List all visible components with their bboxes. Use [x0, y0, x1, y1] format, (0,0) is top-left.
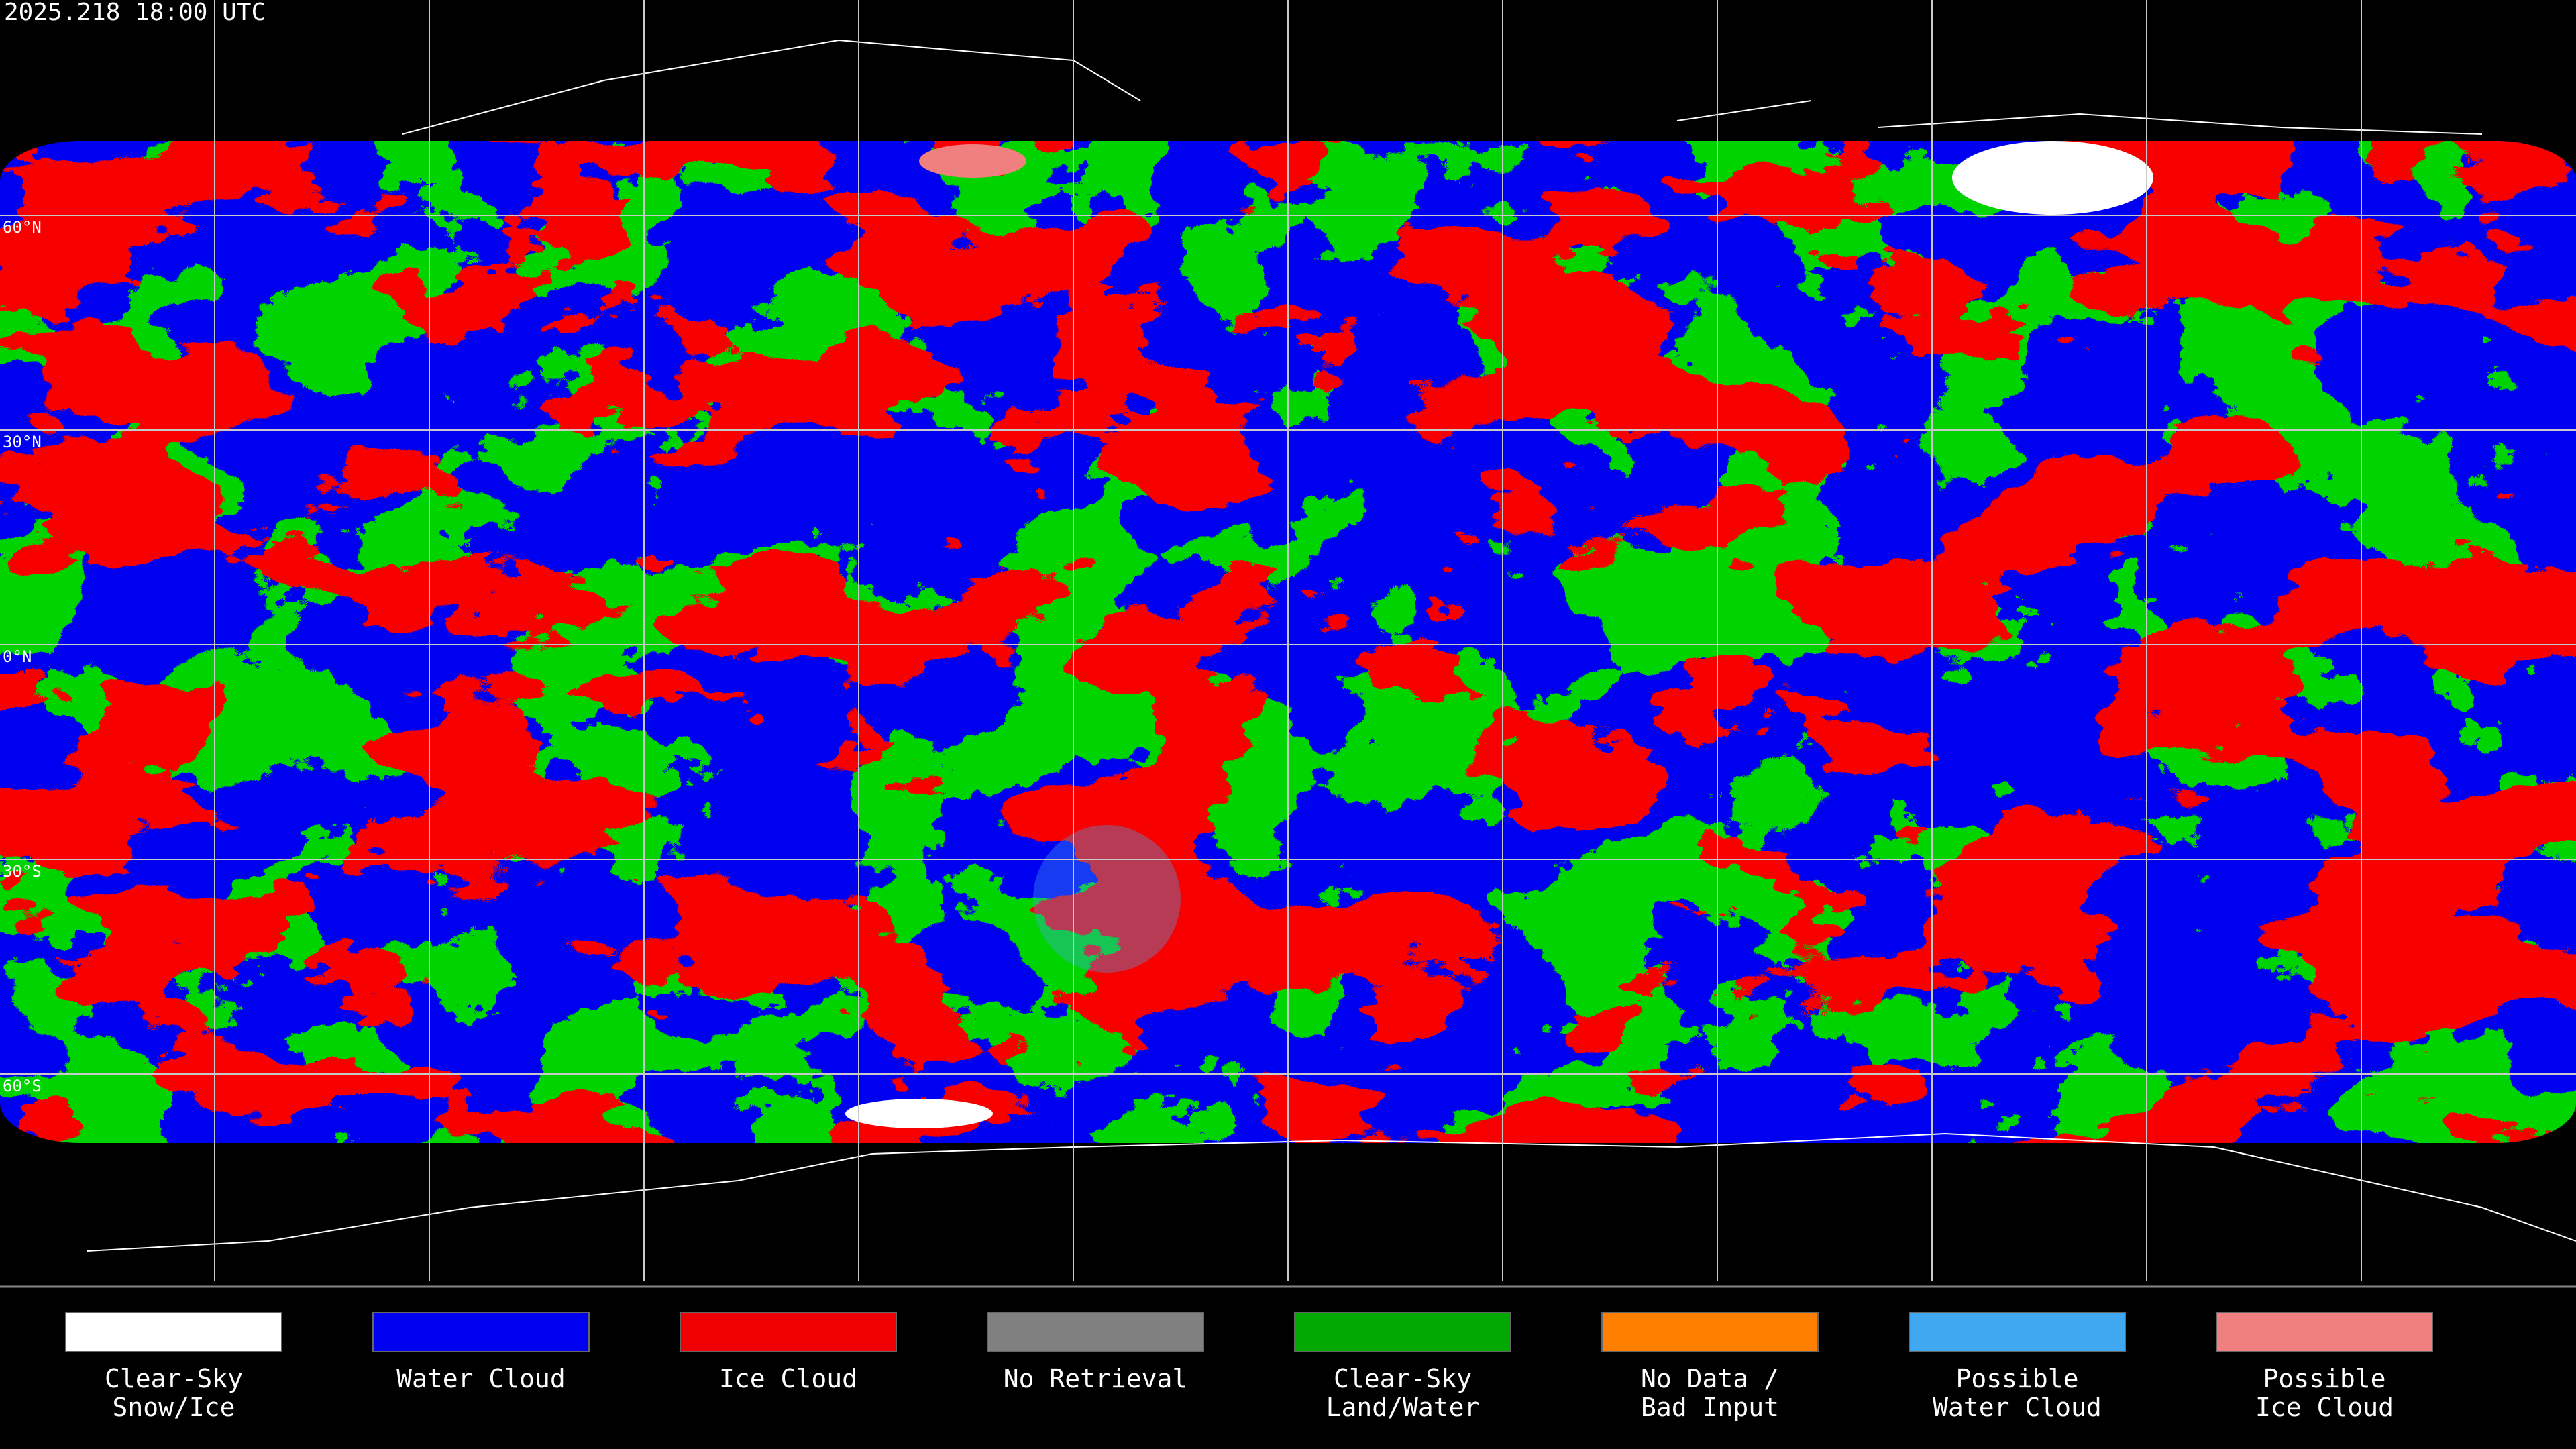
legend-swatch	[1909, 1312, 2126, 1352]
legend-label: Ice Cloud	[2255, 1393, 2394, 1422]
legend-label: Clear-Sky	[105, 1364, 243, 1393]
snow-area	[1952, 141, 2153, 215]
legend-label: Bad Input	[1641, 1393, 1779, 1422]
latitude-label: 0°N	[3, 647, 32, 666]
latitude-label: 30°S	[3, 862, 42, 881]
legend-swatch	[65, 1312, 282, 1352]
coastline	[87, 1132, 2576, 1252]
legend-label: Ice Cloud	[719, 1364, 857, 1393]
legend-label: Water Cloud	[396, 1364, 566, 1393]
legend-swatch	[1294, 1312, 1511, 1352]
legend-label: Clear-Sky	[1334, 1364, 1472, 1393]
legend-swatch	[987, 1312, 1204, 1352]
legend-label: Land/Water	[1326, 1393, 1480, 1422]
legend-label: Water Cloud	[1933, 1393, 2102, 1422]
snow-area	[845, 1099, 993, 1128]
legend-swatch	[372, 1312, 590, 1352]
legend-label: Possible	[1955, 1364, 2078, 1393]
latitude-label: 30°N	[3, 433, 42, 451]
legend-swatch	[2216, 1312, 2433, 1352]
timestamp: 2025.218 18:00 UTC	[4, 0, 266, 26]
legend-label: Snow/Ice	[112, 1393, 235, 1422]
coastline	[402, 39, 2483, 135]
legend-swatch	[1601, 1312, 1819, 1352]
possible-water-area	[1033, 825, 1181, 973]
possible-ice-area	[919, 144, 1026, 178]
latitude-label: 60°S	[3, 1077, 42, 1095]
graticule: 60°N 30°N 0°N 30°S 60°S	[0, 0, 2576, 1281]
legend-label: Possible	[2263, 1364, 2385, 1393]
legend-swatch	[680, 1312, 897, 1352]
legend-label: No Retrieval	[1004, 1364, 1188, 1393]
legend-label: No Data /	[1641, 1364, 1779, 1393]
latitude-label: 60°N	[3, 218, 42, 237]
